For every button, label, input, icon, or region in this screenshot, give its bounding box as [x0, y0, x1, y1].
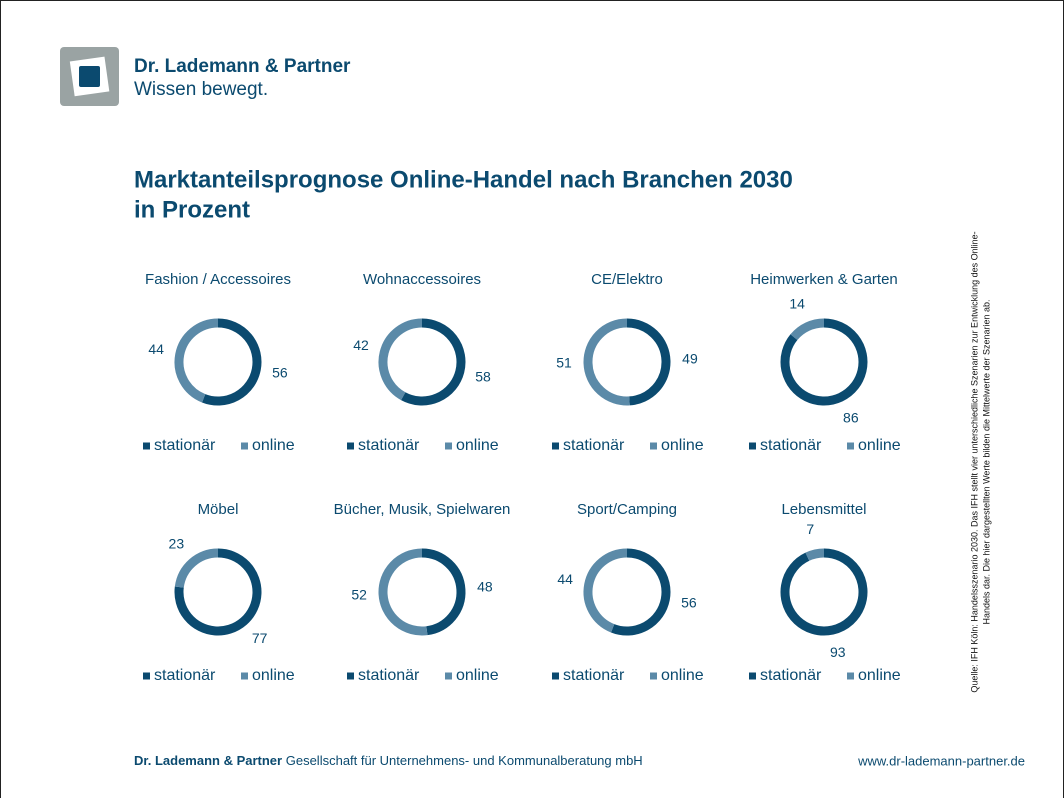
- legend-swatch: [445, 442, 452, 450]
- donut-segment: [610, 548, 671, 636]
- legend-label: online: [252, 437, 295, 454]
- legend-swatch: [847, 442, 854, 450]
- logo-name: Dr. Lademann & Partner: [134, 56, 351, 77]
- legend-label: stationär: [760, 437, 822, 454]
- data-label: 58: [475, 368, 491, 384]
- legend-swatch: [241, 442, 248, 450]
- legend-swatch: [552, 442, 559, 450]
- legend-swatch: [143, 442, 150, 450]
- donut-segment: [583, 318, 630, 406]
- legend-swatch: [650, 442, 657, 450]
- legend-swatch: [749, 672, 756, 680]
- data-label: 23: [169, 535, 185, 551]
- legend-label: online: [456, 437, 499, 454]
- legend-swatch: [445, 672, 452, 680]
- footer-url: www.dr-lademann-partner.de: [857, 753, 1025, 768]
- data-label: 14: [789, 296, 805, 312]
- chart-title: Möbel: [198, 501, 239, 518]
- legend-swatch: [143, 672, 150, 680]
- donut-segment: [780, 548, 868, 636]
- donut-segment: [378, 318, 423, 401]
- chart-title: Fashion / Accessoires: [145, 271, 291, 288]
- data-label: 56: [681, 595, 697, 611]
- chart-title: Lebensmittel: [781, 501, 866, 518]
- legend-label: stationär: [358, 437, 420, 454]
- data-label: 49: [682, 351, 698, 367]
- legend-label: stationär: [563, 667, 625, 684]
- legend-label: online: [858, 667, 901, 684]
- donut-segment: [626, 318, 671, 406]
- data-label: 7: [806, 521, 814, 537]
- data-label: 52: [351, 587, 367, 603]
- title: Marktanteilsprognose Online-Handel nach …: [134, 166, 793, 193]
- footer-description: Gesellschaft für Unternehmens- und Kommu…: [286, 753, 643, 768]
- legend-swatch: [347, 672, 354, 680]
- data-label: 44: [557, 571, 573, 587]
- legend-swatch: [650, 672, 657, 680]
- legend-label: online: [661, 437, 704, 454]
- logo-icon: [60, 47, 119, 106]
- legend-label: online: [456, 667, 499, 684]
- donut-segment: [421, 548, 466, 636]
- title: in Prozent: [134, 196, 250, 223]
- legend-label: online: [858, 437, 901, 454]
- legend-swatch: [847, 672, 854, 680]
- donut-segment: [201, 318, 262, 406]
- chart-title: Wohnaccessoires: [363, 271, 481, 288]
- donut-segment: [805, 548, 825, 561]
- data-label: 77: [252, 630, 268, 646]
- data-label: 48: [477, 579, 493, 595]
- data-label: 44: [148, 341, 164, 357]
- legend-swatch: [241, 672, 248, 680]
- data-label: 51: [556, 355, 572, 371]
- chart-title: Heimwerken & Garten: [750, 271, 898, 288]
- legend-label: stationär: [760, 667, 822, 684]
- legend-swatch: [552, 672, 559, 680]
- donut-segment: [583, 548, 628, 633]
- donut-segment: [378, 548, 428, 636]
- legend-swatch: [347, 442, 354, 450]
- data-label: 42: [353, 337, 369, 353]
- data-label: 56: [272, 365, 288, 381]
- legend-label: online: [252, 667, 295, 684]
- source: Quelle: IFH Köln: Handelsszenario 2030. …: [969, 231, 979, 692]
- donut-segment: [174, 548, 262, 636]
- data-label: 86: [843, 410, 859, 426]
- legend-label: stationär: [358, 667, 420, 684]
- data-label: 93: [830, 644, 846, 660]
- chart-title: Sport/Camping: [577, 501, 677, 518]
- legend-swatch: [749, 442, 756, 450]
- donut-segment: [174, 548, 219, 588]
- chart-title: CE/Elektro: [591, 271, 663, 288]
- legend-label: stationär: [563, 437, 625, 454]
- footer-text: Dr. Lademann & Partner Gesellschaft für …: [134, 753, 643, 768]
- donut-segment: [790, 318, 825, 341]
- chart-title: Bücher, Musik, Spielwaren: [334, 501, 511, 518]
- legend-label: online: [661, 667, 704, 684]
- source: Handels dar. Die hier dargestellten Wert…: [981, 299, 991, 624]
- legend-label: stationär: [154, 667, 216, 684]
- donut-segment: [174, 318, 219, 403]
- legend-label: stationär: [154, 437, 216, 454]
- donut-segment: [401, 318, 466, 406]
- logo-slogan: Wissen bewegt.: [134, 79, 268, 100]
- footer-company: Dr. Lademann & Partner: [134, 753, 282, 768]
- donut-segment: [780, 318, 868, 406]
